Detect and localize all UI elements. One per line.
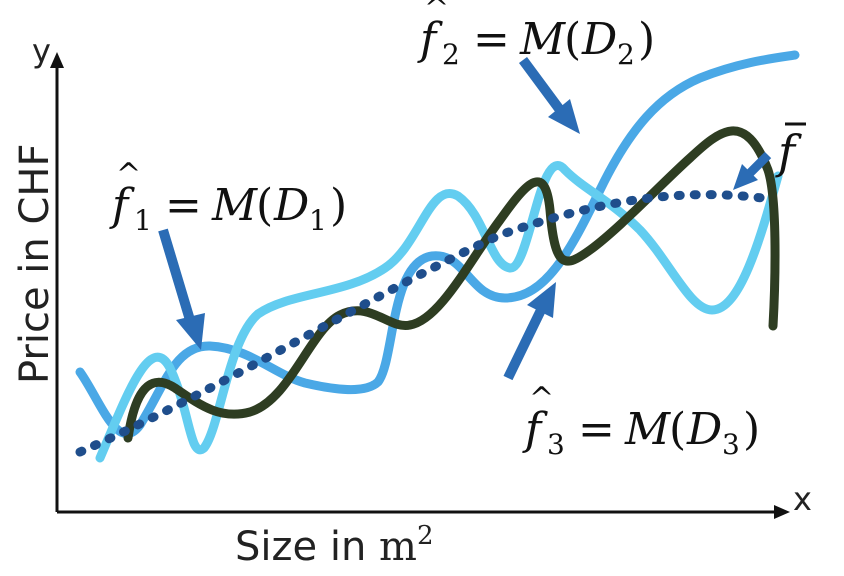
arrow-f2-head bbox=[548, 99, 580, 134]
f2-eq: = bbox=[473, 14, 510, 65]
f1-dsub: 1 bbox=[309, 204, 327, 237]
f2-dsub: 2 bbox=[617, 38, 635, 71]
x-axis-arrowhead bbox=[774, 505, 790, 519]
arrow-fbar-head bbox=[733, 164, 758, 190]
f3-rp: ) bbox=[743, 404, 760, 455]
arrow-fbar-shaft bbox=[744, 151, 772, 179]
f1-rp: ) bbox=[330, 180, 347, 231]
f2-sub: 2 bbox=[442, 38, 460, 71]
x-axis-label-text: Size in bbox=[235, 524, 379, 570]
f1-data: D bbox=[273, 180, 309, 231]
f3-op: M bbox=[624, 404, 671, 455]
arrow-f3-shaft bbox=[503, 307, 546, 381]
curve-f2 bbox=[95, 161, 783, 463]
f3-eq: = bbox=[578, 404, 615, 455]
axes bbox=[50, 52, 790, 519]
y-axis-name: y bbox=[32, 32, 51, 70]
f2-rp: ) bbox=[638, 14, 655, 65]
f3-data: D bbox=[686, 404, 722, 455]
f3-lp: ( bbox=[669, 404, 686, 455]
y-axis-label: Price in CHF bbox=[12, 144, 58, 385]
x-axis-label-exponent: 2 bbox=[417, 521, 434, 551]
curves bbox=[75, 50, 800, 463]
x-axis-label-unit: m bbox=[379, 524, 417, 570]
f3-sub: 3 bbox=[547, 428, 565, 461]
f1-lp: ( bbox=[256, 180, 273, 231]
f3-hat: ^ bbox=[529, 381, 554, 416]
f1-sub: 1 bbox=[134, 204, 152, 237]
x-axis-name: x bbox=[793, 480, 812, 518]
f2-hat: ^ bbox=[424, 0, 449, 26]
arrows bbox=[158, 57, 772, 381]
arrow-f3-head bbox=[527, 282, 556, 318]
fbar-func: f bbox=[775, 125, 802, 179]
arrow-f2-shaft bbox=[518, 57, 565, 113]
f1-hat: ^ bbox=[116, 157, 141, 192]
arrow-f1-head bbox=[176, 313, 205, 350]
label-f3: f ^ 3 = M ( D 3 ) bbox=[522, 381, 760, 461]
f2-op: M bbox=[519, 14, 566, 65]
label-f1: f ^ 1 = M ( D 1 ) bbox=[109, 157, 347, 237]
curve-fbar bbox=[75, 190, 767, 457]
f1-op: M bbox=[211, 180, 258, 231]
y-axis-arrowhead bbox=[50, 52, 64, 68]
x-axis-label: Size in m2 bbox=[235, 521, 434, 570]
arrow-f1-shaft bbox=[158, 228, 195, 322]
f1-eq: = bbox=[165, 180, 202, 231]
f2-lp: ( bbox=[564, 14, 581, 65]
label-fbar: f bbox=[775, 122, 806, 179]
label-f2: f ^ 2 = M ( D 2 ) bbox=[417, 0, 655, 71]
f2-data: D bbox=[581, 14, 617, 65]
f3-dsub: 3 bbox=[722, 428, 740, 461]
curve-f3 bbox=[123, 126, 780, 443]
curve-f1 bbox=[75, 50, 800, 438]
